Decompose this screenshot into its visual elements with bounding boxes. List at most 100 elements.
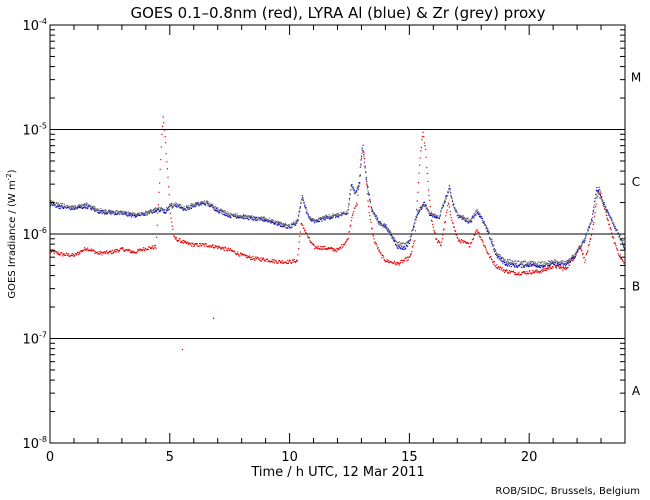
data-point [470, 219, 472, 221]
data-point [522, 261, 524, 263]
data-point [451, 200, 454, 202]
data-point [372, 211, 374, 213]
data-point [319, 217, 321, 219]
data-point [166, 168, 168, 170]
data-point [190, 204, 192, 206]
data-point [349, 194, 351, 196]
data-point [545, 267, 547, 269]
data-point [528, 273, 530, 275]
data-point [141, 213, 143, 215]
data-point [335, 216, 337, 218]
data-point [548, 266, 551, 268]
data-point [230, 212, 232, 214]
data-point [580, 245, 582, 247]
data-point [169, 203, 171, 205]
data-point [174, 237, 176, 239]
data-point [129, 249, 131, 251]
data-point [70, 205, 72, 207]
data-point [157, 212, 159, 214]
data-point [336, 249, 339, 251]
data-point [144, 250, 146, 252]
data-point [516, 266, 518, 268]
data-point [220, 212, 222, 214]
data-point [322, 215, 324, 217]
data-point [193, 245, 195, 247]
data-point [420, 207, 422, 209]
data-point [307, 214, 309, 216]
data-point [113, 251, 115, 253]
data-point [284, 222, 286, 224]
data-point [166, 208, 168, 210]
y-axis: 10-410-510-610-710-8 [22, 17, 625, 452]
data-point [85, 248, 88, 250]
data-point [100, 207, 102, 210]
data-point [212, 244, 214, 246]
data-point [90, 248, 92, 250]
data-point [352, 189, 354, 191]
data-point [614, 227, 616, 229]
data-point [455, 211, 457, 213]
data-point [193, 243, 195, 245]
data-point [60, 205, 62, 208]
data-point [499, 266, 501, 268]
data-point [126, 249, 128, 251]
data-point [578, 247, 580, 249]
data-point [590, 222, 592, 224]
data-point [414, 240, 416, 242]
data-point [532, 271, 534, 273]
data-point [548, 265, 551, 267]
data-point [402, 242, 404, 244]
data-point [517, 266, 519, 268]
data-point [532, 269, 534, 272]
data-point [600, 193, 602, 195]
data-point [386, 227, 388, 229]
data-point [466, 220, 468, 222]
data-point [190, 245, 192, 247]
data-point [425, 156, 427, 158]
data-point [111, 212, 113, 215]
data-point [614, 225, 616, 227]
data-point [292, 222, 294, 224]
data-point [317, 245, 319, 247]
data-point [355, 205, 357, 207]
data-point [549, 261, 551, 263]
data-point [224, 212, 226, 214]
data-point [583, 256, 585, 259]
data-point [387, 261, 389, 263]
data-point [286, 224, 288, 226]
data-point [552, 266, 554, 268]
data-point [363, 156, 365, 158]
data-point [217, 209, 219, 211]
data-point [235, 213, 237, 215]
data-point [416, 214, 418, 216]
data-point [209, 204, 211, 206]
data-point [562, 269, 564, 271]
data-point [324, 218, 327, 220]
data-point [432, 216, 434, 218]
data-point [78, 206, 80, 208]
data-point [84, 248, 86, 250]
data-point [414, 222, 416, 224]
data-point [114, 214, 116, 216]
data-point [504, 260, 506, 262]
data-point [295, 220, 297, 222]
data-point [330, 215, 333, 217]
data-point [302, 199, 304, 201]
data-point [586, 251, 588, 253]
data-point [57, 251, 59, 253]
data-point [90, 209, 92, 211]
data-point [487, 229, 489, 231]
data-point [409, 236, 411, 238]
data-point [54, 204, 56, 206]
data-point [447, 192, 449, 194]
data-point [93, 205, 95, 207]
data-point [545, 262, 548, 264]
data-point [141, 249, 143, 251]
data-point [422, 205, 424, 207]
data-point [590, 218, 593, 220]
data-point [492, 245, 494, 247]
data-point [138, 212, 140, 214]
data-point [220, 248, 222, 250]
data-point [180, 203, 182, 206]
data-point [596, 190, 598, 192]
